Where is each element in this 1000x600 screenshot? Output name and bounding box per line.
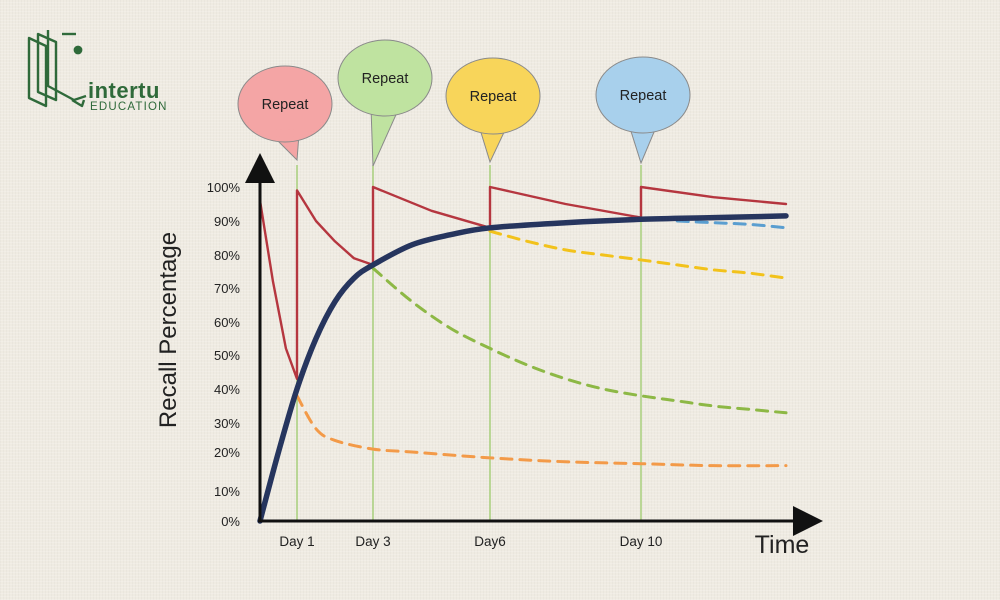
y-tick-label: 30% — [214, 416, 240, 431]
x-tick-label: Day 3 — [355, 534, 390, 549]
repeat-guide-lines — [296, 165, 642, 521]
bubble-joint — [628, 120, 658, 128]
x-tick-label: Day 10 — [620, 534, 663, 549]
brand-subtitle: EDUCATION — [90, 101, 168, 113]
brand-logo: intertu EDUCATION — [26, 26, 166, 116]
bubble-tail — [370, 107, 400, 167]
x-tick-label: Day6 — [474, 534, 506, 549]
bubble-body — [237, 65, 333, 143]
recall-sawtooth-line — [258, 185, 788, 380]
forgetting-dashed-line — [675, 219, 788, 230]
bubble-label: Repeat — [470, 89, 517, 105]
y-tick-labels: 100% 90% 80% 70% 60% 50% 40% 30% 20% 10% 0% — [207, 180, 241, 529]
forgetting-dashed-line — [488, 229, 788, 280]
y-tick-label: 70% — [214, 281, 240, 296]
bubble-body — [595, 56, 691, 134]
series-group — [257, 185, 789, 524]
brand-word: intertu — [88, 78, 160, 103]
y-axis-label: Recall Percentage — [155, 232, 182, 428]
y-tick-label: 100% — [207, 180, 241, 195]
bubble-body — [337, 39, 433, 117]
repeat-bubble: Repeat — [337, 39, 433, 167]
retention-curve-line — [257, 213, 789, 524]
x-tick-labels: Day 1 Day 3 Day6 Day 10 — [279, 534, 662, 549]
y-tick-label: 60% — [214, 315, 240, 330]
forgetting-dashed-line — [371, 266, 788, 415]
bubble-label: Repeat — [262, 97, 309, 113]
forgetting-dashed-line — [295, 394, 788, 468]
bubble-joint — [370, 103, 400, 111]
y-tick-label: 90% — [214, 214, 240, 229]
axes — [245, 153, 823, 536]
bubble-body — [445, 57, 541, 135]
repeat-bubble: Repeat — [595, 56, 691, 165]
y-tick-label: 10% — [214, 484, 240, 499]
repeat-bubble: Repeat — [237, 65, 333, 162]
y-tick-label: 0% — [221, 514, 240, 529]
bubble-joint — [478, 121, 508, 129]
y-tick-label: 80% — [214, 248, 240, 263]
repeat-bubble: Repeat — [445, 57, 541, 164]
y-tick-label: 40% — [214, 382, 240, 397]
bubble-label: Repeat — [620, 88, 667, 104]
bubble-joint — [270, 129, 300, 137]
repeat-bubbles: Repeat Repeat Repeat Repeat — [237, 39, 691, 167]
bubble-label: Repeat — [362, 71, 409, 87]
y-tick-label: 20% — [214, 445, 240, 460]
x-tick-label: Day 1 — [279, 534, 314, 549]
book-icon — [27, 30, 87, 108]
y-tick-label: 50% — [214, 348, 240, 363]
x-axis-label: Time — [755, 531, 810, 559]
